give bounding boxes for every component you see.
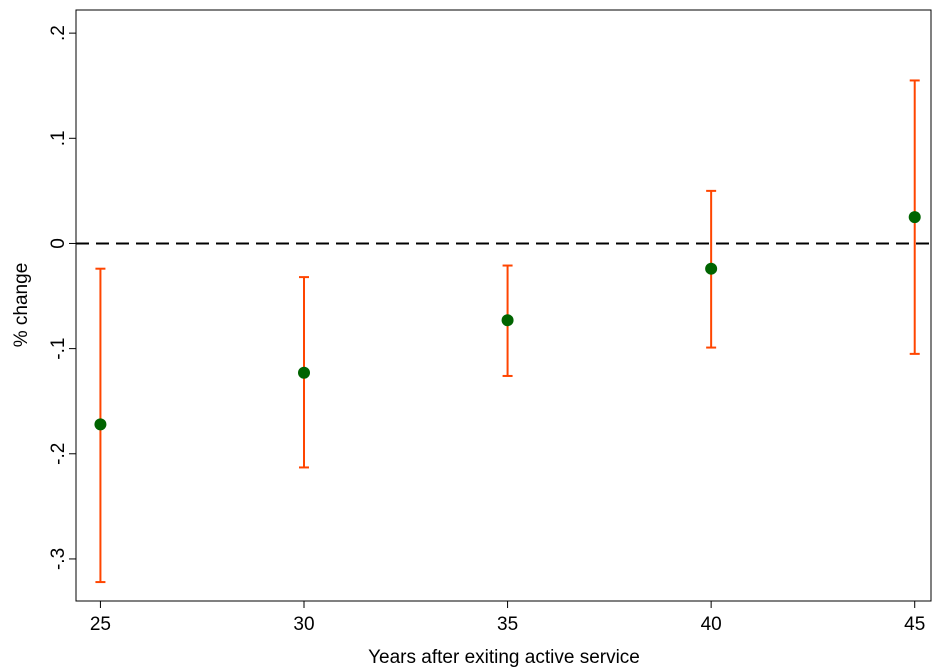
data-points	[94, 211, 921, 431]
y-tick-label: -.3	[48, 548, 69, 570]
error-bars	[95, 79, 920, 584]
data-point	[908, 211, 921, 224]
y-tick-label: .1	[48, 130, 69, 146]
x-ticks: 25 30 35 40 45	[90, 601, 925, 635]
x-tick-label: 35	[497, 614, 518, 635]
y-tick-label: .2	[48, 25, 69, 41]
x-tick-label: 25	[90, 614, 111, 635]
y-tick-label: -.1	[48, 338, 69, 360]
data-point	[298, 366, 310, 379]
data-point	[705, 262, 718, 275]
y-axis-label: % change	[11, 263, 32, 348]
plot-frame	[75, 9, 932, 602]
x-axis-label: Years after exiting active service	[368, 647, 640, 668]
data-point	[501, 314, 514, 327]
y-tick-label: -.2	[48, 443, 69, 465]
data-point	[94, 418, 107, 431]
y-ticks: -.3 -.2 -.1 0 .1 .2	[48, 25, 76, 570]
x-tick-label: 45	[904, 614, 925, 635]
y-tick-label: 0	[48, 238, 69, 249]
x-tick-label: 40	[701, 614, 722, 635]
x-tick-label: 30	[293, 614, 314, 635]
